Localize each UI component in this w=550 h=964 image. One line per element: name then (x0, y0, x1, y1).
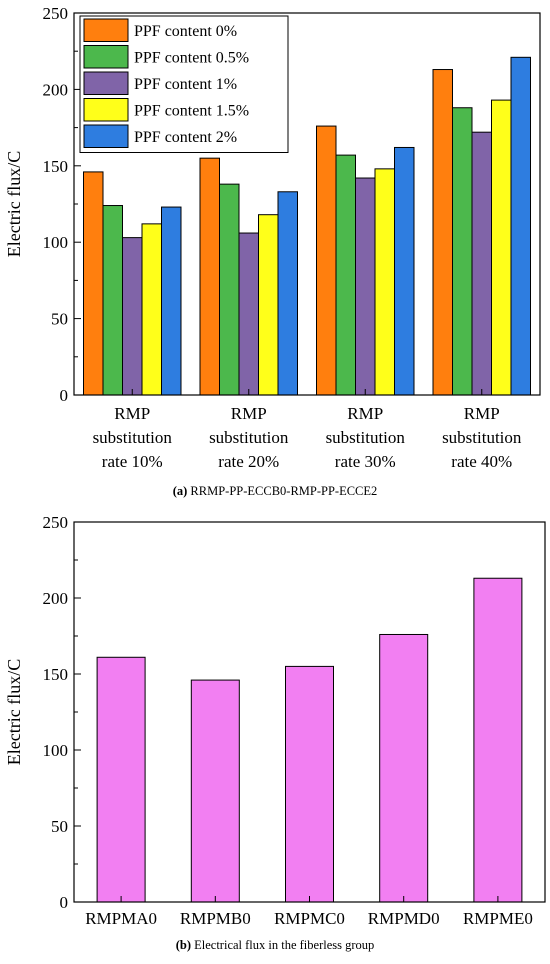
bar (238, 232, 259, 396)
y-tick-label: 0 (60, 386, 69, 405)
bar (510, 56, 531, 396)
legend-swatch (83, 124, 129, 148)
x-tick-label: RMPME0 (463, 909, 533, 928)
x-tick-label: RMP (347, 404, 383, 423)
y-tick-label: 250 (43, 513, 69, 532)
bar (190, 679, 240, 903)
legend-swatch (83, 18, 129, 42)
x-tick-label: RMPMC0 (274, 909, 345, 928)
bar (285, 665, 334, 903)
legend-label: PPF content 1.5% (134, 103, 249, 120)
y-axis-title: Electric flux/C (4, 659, 24, 765)
y-tick-label: 200 (43, 80, 69, 99)
caption-b-text: Electrical flux in the fiberless group (191, 938, 375, 952)
y-tick-label: 100 (43, 233, 69, 252)
y-tick-label: 0 (60, 893, 69, 912)
chart-b: 0 50 100 150 200 250 Electric flux/C RMPMA0 RMPM… (4, 513, 546, 928)
x-tick-label: rate 10% (102, 452, 163, 471)
bar (199, 157, 220, 396)
caption-a-text: RRMP-PP-ECCB0-RMP-PP-ECCE2 (187, 484, 378, 498)
bar (335, 154, 356, 396)
bar (141, 223, 162, 396)
y-tick-label: 50 (51, 310, 68, 329)
y-tick-label: 100 (43, 741, 69, 760)
bar (471, 131, 492, 396)
bar (491, 99, 512, 396)
legend-swatch (83, 45, 129, 69)
x-tick-label: rate 20% (218, 452, 279, 471)
y-tick-label: 150 (43, 157, 69, 176)
x-tick-label: RMP (464, 404, 500, 423)
bar (473, 577, 523, 903)
legend-label: PPF content 0.5% (134, 50, 249, 67)
y-tick-label: 50 (51, 817, 68, 836)
caption-b-label: (b) (175, 938, 191, 952)
bar (102, 205, 123, 396)
y-tick-label: 150 (43, 665, 69, 684)
x-tick-label: substitution (442, 428, 522, 447)
bar (394, 146, 415, 396)
legend-label: PPF content 2% (134, 129, 237, 146)
caption-b: (b) Electrical flux in the fiberless gro… (0, 938, 550, 953)
bar (219, 183, 240, 396)
bar (277, 191, 298, 396)
bar (374, 168, 395, 396)
x-tick-label: RMP (231, 404, 267, 423)
x-tick-label: RMPMA0 (85, 909, 157, 928)
bar (316, 125, 337, 396)
plot-frame (73, 521, 546, 903)
legend-label: PPF content 0% (134, 23, 237, 40)
y-tick-label: 250 (43, 4, 69, 23)
plot-frame (73, 12, 541, 396)
legend-swatch (83, 98, 129, 122)
bar (432, 69, 453, 396)
y-axis-title: Electric flux/C (4, 151, 24, 257)
bar (83, 171, 104, 396)
y-tick-label: 200 (43, 589, 69, 608)
bar (122, 237, 143, 396)
legend-label: PPF content 1% (134, 76, 237, 93)
caption-a: (a) RRMP-PP-ECCB0-RMP-PP-ECCE2 (0, 484, 550, 499)
bar (161, 206, 182, 396)
bar (452, 107, 473, 396)
x-tick-label: substitution (93, 428, 173, 447)
bar (355, 177, 376, 396)
x-tick-label: substitution (209, 428, 289, 447)
x-tick-label: RMP (114, 404, 150, 423)
x-tick-label: RMPMB0 (180, 909, 251, 928)
bar (258, 214, 279, 396)
x-tick-label: rate 30% (335, 452, 396, 471)
caption-a-label: (a) (172, 484, 188, 498)
x-tick-label: substitution (326, 428, 406, 447)
bar (96, 656, 146, 903)
legend-swatch (83, 71, 129, 95)
chart-a: 0 50 100 150 200 250 Electric flux/C RMP substit… (4, 4, 541, 471)
x-tick-label: RMPMD0 (368, 909, 440, 928)
bar (379, 633, 429, 903)
x-tick-label: rate 40% (451, 452, 512, 471)
